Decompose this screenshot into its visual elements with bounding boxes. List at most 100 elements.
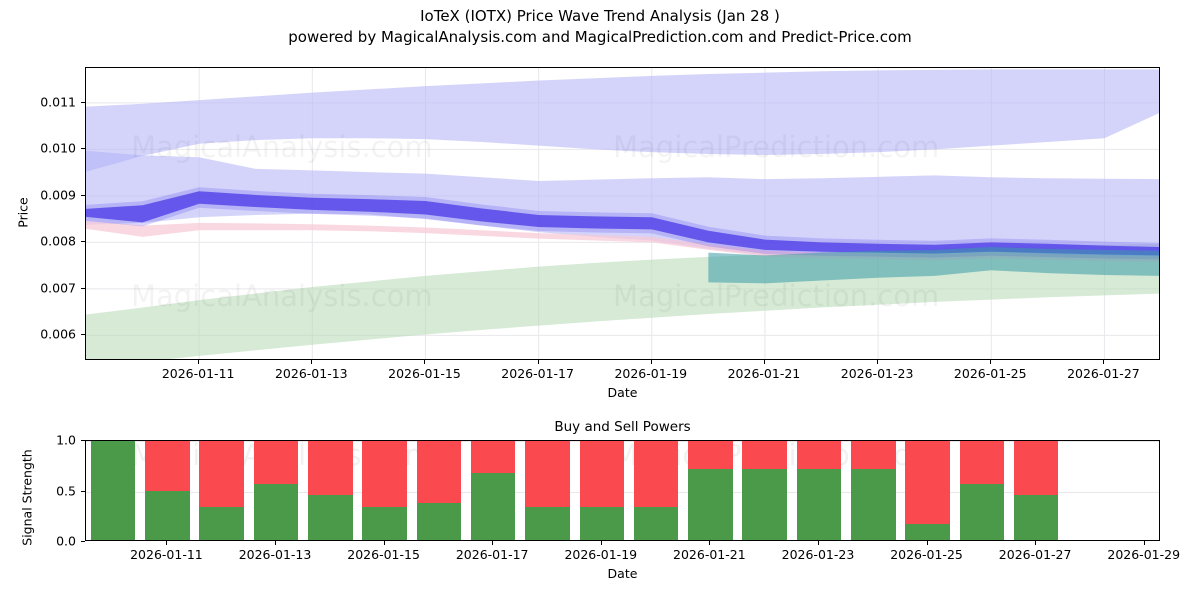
sell-power-segment [253,441,299,485]
buy-sell-xtick-mark [1035,541,1037,545]
buy-sell-chart-plot-area: MagicalAnalysis.com MagicalPrediction.co… [85,440,1160,541]
price-ytick-mark [81,334,85,336]
buy-sell-xtick-label: 2026-01-25 [890,547,963,562]
buy-power-segment [470,473,516,540]
buy-sell-xtick-label: 2026-01-29 [1107,547,1181,562]
buy-sell-xtick-mark [275,541,277,545]
title-block: IoTeX (IOTX) Price Wave Trend Analysis (… [0,6,1200,48]
buy-sell-bar[interactable] [470,441,516,540]
buy-power-segment [633,506,679,540]
buy-sell-bar[interactable] [633,441,679,540]
buy-sell-ytick-label: 0.5 [56,483,76,498]
buy-sell-bar[interactable] [850,441,896,540]
sell-power-segment [633,441,679,507]
buy-sell-bar[interactable] [199,441,244,540]
buy-sell-bar[interactable] [145,441,190,540]
price-ytick-label: 0.007 [40,280,76,296]
buy-sell-bar[interactable] [525,441,570,540]
sell-power-segment [525,441,570,507]
price-xtick-mark [537,360,539,364]
buy-sell-chart-yaxis-title: Signal Strength [19,449,35,546]
price-xtick-mark [650,360,652,364]
buy-sell-xtick-label: 2026-01-21 [673,547,746,562]
price-xtick-label: 2026-01-13 [274,366,348,381]
buy-sell-bar[interactable] [688,441,733,540]
price-xtick-mark [990,360,992,364]
price-xtick-label: 2026-01-19 [614,366,688,381]
buy-power-segment [688,469,733,540]
buy-sell-xtick-mark [600,541,602,545]
buy-sell-bar[interactable] [362,441,407,540]
buy-sell-xtick-mark [709,541,711,545]
buy-power-segment [905,523,950,540]
price-wave-svg [86,68,1159,359]
buy-sell-bar[interactable] [1013,441,1059,540]
sell-power-segment [579,441,625,507]
buy-power-segment [1013,494,1059,540]
buy-sell-xtick-label: 2026-01-11 [130,547,203,562]
buy-sell-bar[interactable] [90,441,136,540]
price-chart-yaxis-title: Price [15,197,31,228]
price-xtick-label: 2026-01-11 [161,366,235,381]
price-ytick-label: 0.011 [40,94,76,110]
price-xtick-label: 2026-01-21 [727,366,801,381]
buy-sell-chart-title: Buy and Sell Powers [554,419,691,435]
buy-sell-bar[interactable] [905,441,950,540]
sell-power-segment [145,441,190,491]
price-ytick-mark [81,148,85,150]
buy-sell-bar[interactable] [579,441,625,540]
buy-power-segment [416,502,462,540]
buy-sell-xtick-label: 2026-01-15 [347,547,420,562]
price-xtick-mark [198,360,200,364]
buy-sell-xtick-label: 2026-01-27 [998,547,1072,562]
buy-sell-bar[interactable] [253,441,299,540]
buy-sell-xtick-label: 2026-01-19 [564,547,638,562]
page-subtitle: powered by MagicalAnalysis.com and Magic… [288,28,912,46]
buy-sell-xtick-label: 2026-01-23 [781,547,855,562]
buy-sell-bar[interactable] [416,441,462,540]
buy-sell-xtick-mark [817,541,819,545]
buy-power-segment [742,469,787,540]
price-ytick-label: 0.008 [40,233,76,249]
buy-sell-xtick-mark [926,541,928,545]
buy-sell-bar[interactable] [308,441,353,540]
price-ytick-mark [81,241,85,243]
price-xtick-mark [311,360,313,364]
price-ytick-mark [81,194,85,196]
buy-sell-bar[interactable] [796,441,842,540]
price-xtick-label: 2026-01-15 [388,366,461,381]
price-xtick-mark [1103,360,1105,364]
price-wave-chart-plot-area: MagicalAnalysis.com MagicalPrediction.co… [85,67,1160,360]
buy-sell-chart-xaxis-title: Date [607,566,638,581]
buy-sell-xtick-mark [383,541,385,545]
sell-power-segment [1013,441,1059,495]
sell-power-segment [199,441,244,507]
sell-power-segment [362,441,407,507]
buy-sell-ytick-mark [81,490,85,492]
buy-sell-bar[interactable] [959,441,1005,540]
buy-sell-xtick-mark [166,541,168,545]
buy-power-segment [90,441,136,540]
buy-sell-bar[interactable] [742,441,787,540]
buy-sell-ytick-label: 1.0 [56,432,76,448]
buy-power-segment [253,484,299,540]
buy-power-segment [145,490,190,540]
sell-power-segment [850,441,896,470]
sell-power-segment [688,441,733,470]
sell-power-segment [742,441,787,470]
price-xtick-label: 2026-01-25 [953,366,1027,381]
price-xtick-label: 2026-01-23 [840,366,914,381]
buy-power-segment [959,484,1005,540]
sell-power-segment [796,441,842,470]
buy-power-segment [850,469,896,540]
sell-power-segment [308,441,353,495]
buy-power-segment [199,506,244,540]
buy-power-segment [579,506,625,540]
buy-power-segment [308,494,353,540]
price-xtick-mark [424,360,426,364]
buy-sell-xtick-mark [1143,541,1145,545]
price-xtick-mark [877,360,879,364]
buy-sell-ytick-label: 0.0 [56,533,76,549]
buy-power-segment [362,506,407,540]
